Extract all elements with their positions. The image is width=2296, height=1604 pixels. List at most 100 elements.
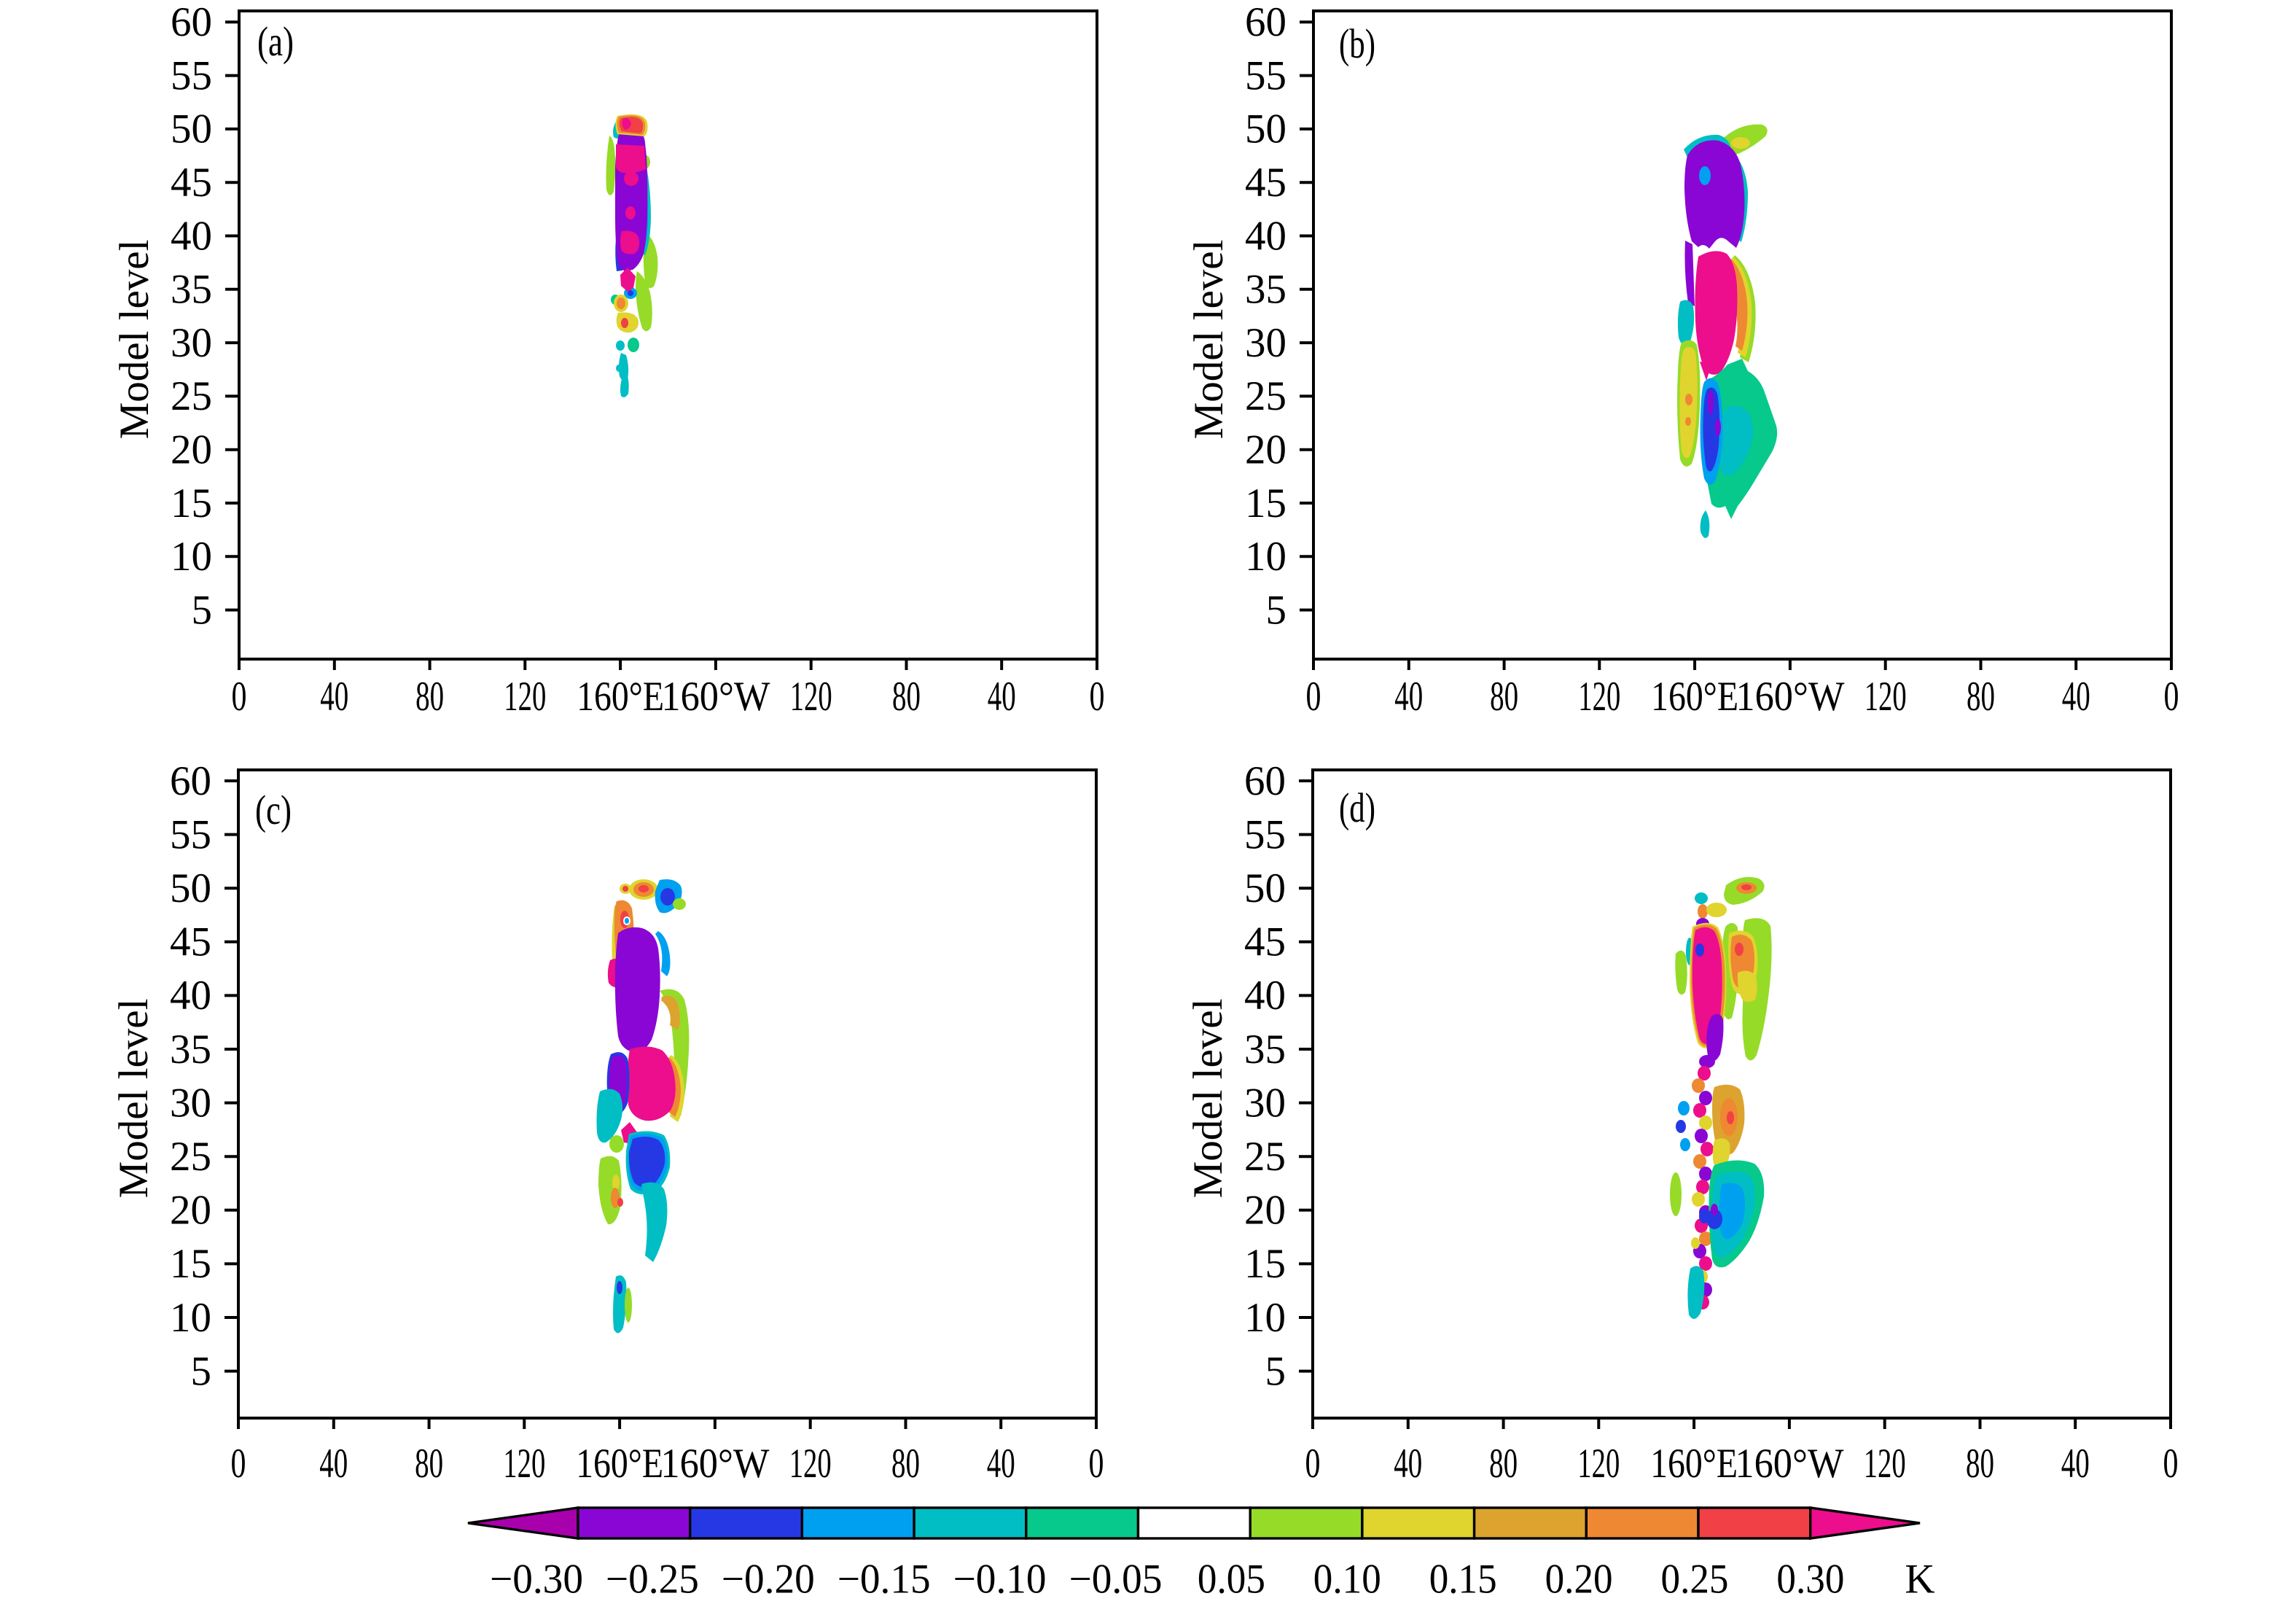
svg-text:−0.10: −0.10 bbox=[953, 1557, 1047, 1603]
svg-text:160°E: 160°E bbox=[577, 674, 664, 720]
svg-text:25: 25 bbox=[1245, 373, 1286, 419]
svg-text:(c): (c) bbox=[255, 787, 292, 833]
svg-text:40: 40 bbox=[987, 1441, 1015, 1487]
svg-text:40: 40 bbox=[1394, 1441, 1422, 1487]
svg-text:35: 35 bbox=[171, 267, 212, 313]
svg-text:40: 40 bbox=[320, 674, 348, 720]
svg-text:80: 80 bbox=[415, 1441, 443, 1487]
svg-text:60: 60 bbox=[171, 0, 212, 45]
svg-text:15: 15 bbox=[170, 1241, 211, 1287]
svg-text:35: 35 bbox=[170, 1027, 211, 1072]
svg-text:35: 35 bbox=[1245, 267, 1286, 313]
svg-text:0.30: 0.30 bbox=[1776, 1557, 1844, 1603]
svg-text:0.15: 0.15 bbox=[1429, 1557, 1497, 1603]
svg-text:160°W: 160°W bbox=[1735, 1441, 1843, 1487]
svg-text:55: 55 bbox=[170, 811, 211, 857]
svg-text:0.25: 0.25 bbox=[1661, 1557, 1729, 1603]
svg-text:50: 50 bbox=[1245, 106, 1286, 152]
svg-text:15: 15 bbox=[1245, 480, 1286, 526]
svg-text:40: 40 bbox=[2061, 1441, 2090, 1487]
svg-text:(b): (b) bbox=[1339, 21, 1375, 67]
svg-text:45: 45 bbox=[170, 919, 211, 965]
svg-text:120: 120 bbox=[1864, 674, 1907, 720]
svg-text:120: 120 bbox=[1577, 1441, 1620, 1487]
svg-text:60: 60 bbox=[170, 758, 211, 804]
svg-text:25: 25 bbox=[170, 1134, 211, 1180]
svg-text:160°W: 160°W bbox=[660, 1441, 769, 1487]
svg-text:80: 80 bbox=[1489, 1441, 1518, 1487]
svg-text:15: 15 bbox=[171, 480, 212, 526]
svg-text:−0.05: −0.05 bbox=[1069, 1557, 1163, 1603]
svg-text:0.10: 0.10 bbox=[1313, 1557, 1381, 1603]
svg-text:35: 35 bbox=[1244, 1027, 1286, 1072]
svg-text:45: 45 bbox=[171, 160, 212, 206]
svg-text:−0.30: −0.30 bbox=[490, 1557, 583, 1603]
svg-text:80: 80 bbox=[891, 1441, 920, 1487]
svg-text:40: 40 bbox=[2062, 674, 2090, 720]
svg-text:45: 45 bbox=[1245, 160, 1286, 206]
svg-text:30: 30 bbox=[170, 1080, 211, 1126]
svg-text:5: 5 bbox=[1266, 587, 1287, 633]
svg-text:160°W: 160°W bbox=[1735, 674, 1844, 720]
svg-text:0.20: 0.20 bbox=[1545, 1557, 1613, 1603]
svg-text:−0.25: −0.25 bbox=[606, 1557, 699, 1603]
svg-text:(d): (d) bbox=[1339, 785, 1375, 831]
svg-text:40: 40 bbox=[1244, 973, 1286, 1019]
svg-text:0: 0 bbox=[232, 674, 247, 720]
svg-text:60: 60 bbox=[1245, 0, 1286, 45]
svg-text:0: 0 bbox=[1089, 1441, 1104, 1487]
svg-text:50: 50 bbox=[1244, 865, 1286, 911]
svg-text:80: 80 bbox=[1966, 1441, 1994, 1487]
svg-text:10: 10 bbox=[1244, 1295, 1286, 1341]
svg-text:Model level: Model level bbox=[112, 240, 157, 440]
svg-text:160°E: 160°E bbox=[1651, 674, 1738, 720]
svg-text:K: K bbox=[1905, 1557, 1934, 1603]
svg-text:0: 0 bbox=[231, 1441, 246, 1487]
svg-text:0: 0 bbox=[1090, 674, 1105, 720]
svg-text:Model level: Model level bbox=[111, 999, 157, 1199]
svg-text:20: 20 bbox=[1245, 427, 1286, 473]
svg-text:40: 40 bbox=[1245, 213, 1286, 259]
svg-text:120: 120 bbox=[1578, 674, 1620, 720]
svg-text:30: 30 bbox=[1245, 320, 1286, 366]
svg-text:−0.20: −0.20 bbox=[722, 1557, 815, 1603]
svg-text:0: 0 bbox=[2164, 674, 2179, 720]
svg-text:40: 40 bbox=[170, 973, 211, 1019]
svg-text:10: 10 bbox=[1245, 534, 1286, 580]
svg-text:60: 60 bbox=[1244, 758, 1286, 804]
svg-text:0: 0 bbox=[2163, 1441, 2179, 1487]
svg-text:80: 80 bbox=[892, 674, 921, 720]
svg-text:80: 80 bbox=[415, 674, 444, 720]
svg-text:−0.15: −0.15 bbox=[837, 1557, 931, 1603]
svg-text:40: 40 bbox=[171, 213, 212, 259]
svg-text:160°E: 160°E bbox=[576, 1441, 663, 1487]
svg-text:120: 120 bbox=[1864, 1441, 1906, 1487]
svg-text:Model level: Model level bbox=[1186, 240, 1232, 440]
svg-text:30: 30 bbox=[1244, 1080, 1286, 1126]
svg-text:160°E: 160°E bbox=[1650, 1441, 1738, 1487]
svg-text:30: 30 bbox=[171, 320, 212, 366]
svg-text:20: 20 bbox=[170, 1188, 211, 1234]
svg-text:40: 40 bbox=[988, 674, 1016, 720]
svg-text:120: 120 bbox=[789, 1441, 832, 1487]
svg-text:45: 45 bbox=[1244, 919, 1286, 965]
svg-text:160°W: 160°W bbox=[661, 674, 770, 720]
svg-text:40: 40 bbox=[319, 1441, 348, 1487]
svg-text:15: 15 bbox=[1244, 1241, 1286, 1287]
svg-text:0: 0 bbox=[1305, 1441, 1321, 1487]
svg-text:50: 50 bbox=[170, 865, 211, 911]
svg-text:20: 20 bbox=[1244, 1188, 1286, 1234]
svg-text:10: 10 bbox=[171, 534, 212, 580]
svg-text:5: 5 bbox=[191, 1348, 212, 1394]
svg-text:120: 120 bbox=[790, 674, 832, 720]
svg-text:0: 0 bbox=[1306, 674, 1321, 720]
svg-text:25: 25 bbox=[1244, 1134, 1286, 1180]
svg-text:55: 55 bbox=[1244, 811, 1286, 857]
svg-text:5: 5 bbox=[192, 587, 213, 633]
svg-text:25: 25 bbox=[171, 373, 212, 419]
svg-text:55: 55 bbox=[1245, 52, 1286, 98]
svg-text:55: 55 bbox=[171, 52, 212, 98]
svg-text:Model level: Model level bbox=[1185, 999, 1231, 1199]
svg-text:80: 80 bbox=[1490, 674, 1518, 720]
svg-text:(a): (a) bbox=[257, 19, 294, 65]
